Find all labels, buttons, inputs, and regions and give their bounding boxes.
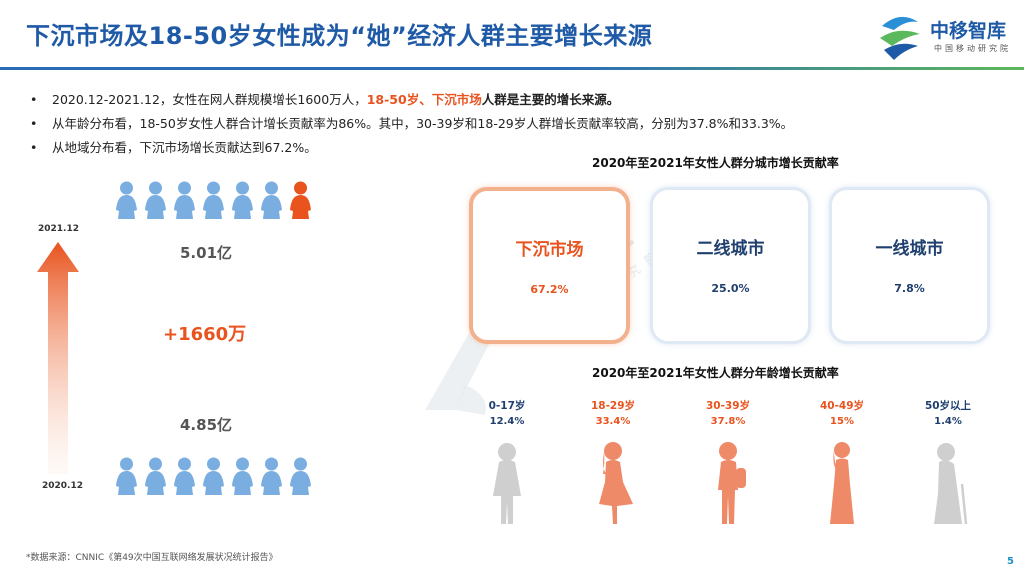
person-icon <box>290 457 311 495</box>
city-name: 二线城市 <box>696 239 765 259</box>
finding-3: 从地域分布看，下沉市场增长贡献达到67.2%。 <box>30 136 1010 160</box>
woman-silhouette-icon <box>718 442 746 524</box>
city-value: 7.8% <box>894 282 925 295</box>
city-name: 下沉市场 <box>515 240 584 260</box>
city-card: 二线城市 25.0% <box>650 187 811 344</box>
age-value: 37.8% <box>710 416 746 427</box>
city-card: 一线城市 7.8% <box>829 187 990 344</box>
age-label: 18-29岁 <box>590 400 636 412</box>
person-icon <box>116 457 137 495</box>
title-divider <box>0 67 1024 70</box>
data-source: *数据来源：CNNIC《第49次中国互联网络发展状况统计报告》 <box>26 553 278 563</box>
woman-silhouette-icon <box>934 443 968 525</box>
person-icon <box>203 457 224 495</box>
person-icon <box>116 181 137 219</box>
person-row-2021 <box>113 180 314 220</box>
person-icon <box>174 181 195 219</box>
date-2021: 2021.12 <box>38 224 79 234</box>
person-row-2020 <box>113 456 314 496</box>
age-group: 30-39岁 37.8% <box>683 399 773 429</box>
logo-mark-icon <box>880 16 920 60</box>
city-section-title: 2020年至2021年女性人群分城市增长贡献率 <box>592 156 839 170</box>
finding-1: 2020.12-2021.12，女性在网人群规模增长1600万人，18-50岁、… <box>30 88 1010 112</box>
finding-1-pre: 2020.12-2021.12，女性在网人群规模增长1600万人， <box>52 92 367 107</box>
age-group: 18-29岁 33.4% <box>568 399 658 429</box>
city-name: 一线城市 <box>875 239 944 259</box>
city-card: 下沉市场 67.2% <box>469 187 630 344</box>
woman-silhouette-icon <box>830 442 854 524</box>
person-icon <box>145 181 166 219</box>
age-label: 50岁以上 <box>924 400 972 412</box>
person-icon <box>261 457 282 495</box>
city-value: 67.2% <box>530 283 569 296</box>
users-2021: 5.01亿 <box>180 244 233 262</box>
age-group: 0-17岁 12.4% <box>462 399 552 429</box>
person-highlight-icon <box>290 181 311 219</box>
age-section-title: 2020年至2021年女性人群分年龄增长贡献率 <box>592 366 839 380</box>
users-increase: +1660万 <box>163 324 247 345</box>
woman-silhouette-icon <box>599 442 633 524</box>
age-group: 40-49岁 15% <box>797 399 887 429</box>
city-value: 25.0% <box>711 282 750 295</box>
person-icon <box>174 457 195 495</box>
users-2020: 4.85亿 <box>180 416 233 434</box>
age-label: 30-39岁 <box>705 400 751 412</box>
date-2020: 2020.12 <box>42 481 83 491</box>
age-label: 0-17岁 <box>488 400 526 412</box>
age-group: 50岁以上 1.4% <box>903 399 993 429</box>
growth-arrow-icon <box>37 242 79 474</box>
logo-name: 中移智库 <box>930 20 1007 42</box>
page-number: 5 <box>1007 556 1014 567</box>
person-icon <box>232 181 253 219</box>
finding-1-highlight: 18-50岁、下沉市场 <box>366 92 482 107</box>
key-findings: 2020.12-2021.12，女性在网人群规模增长1600万人，18-50岁、… <box>30 88 1010 160</box>
age-value: 1.4% <box>934 416 962 427</box>
person-icon <box>145 457 166 495</box>
age-label: 40-49岁 <box>819 400 865 412</box>
woman-silhouette-icon <box>493 443 521 524</box>
person-icon <box>203 181 224 219</box>
finding-1-post: 人群是主要的增长来源。 <box>481 92 620 107</box>
page-title: 下沉市场及18-50岁女性成为“她”经济人群主要增长来源 <box>26 22 653 50</box>
finding-2: 从年龄分布看，18-50岁女性人群合计增长贡献率为86%。其中，30-39岁和1… <box>30 112 1010 136</box>
logo-subtitle: 中国移动研究院 <box>934 44 1011 53</box>
person-icon <box>232 457 253 495</box>
person-icon <box>261 181 282 219</box>
age-value: 12.4% <box>489 416 525 427</box>
age-value: 33.4% <box>595 416 631 427</box>
brand-logo: 中移智库 中国移动研究院 <box>872 8 1022 64</box>
age-value: 15% <box>830 416 854 427</box>
